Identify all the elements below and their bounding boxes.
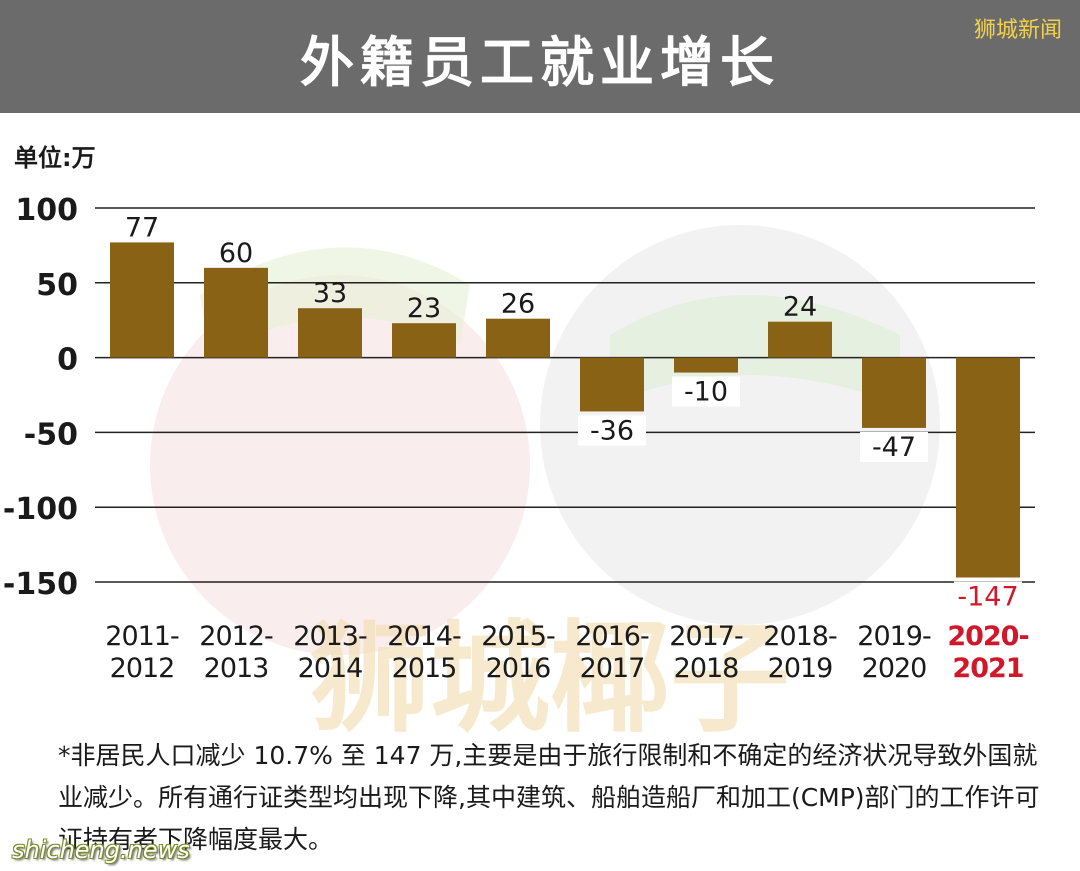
site-watermark: shicheng.news	[12, 836, 190, 864]
x-tick-label: 2014	[298, 653, 363, 684]
x-tick-label: 2013	[204, 653, 269, 684]
data-label: -10	[684, 377, 728, 408]
x-tick-label: 2021	[952, 653, 1023, 684]
bar-chart: 100 50 0 -50 -100 -150 77 60 33 23 26 -36 -10 24 -47 -…	[3, 193, 1035, 684]
data-label: 26	[501, 289, 535, 320]
data-label-bg	[954, 581, 1022, 612]
data-label: -147	[957, 582, 1018, 613]
data-label: 60	[219, 238, 253, 269]
x-tick-label: 2012-	[199, 621, 273, 652]
bar	[298, 308, 362, 358]
y-tick-label: -100	[3, 492, 78, 527]
unit-label: 单位:万	[14, 144, 96, 172]
x-tick-label: 2016	[486, 653, 551, 684]
x-tick-label: 2018-	[763, 621, 837, 652]
x-tick-label: 2015-	[481, 621, 555, 652]
brand-label: 狮城新闻	[973, 18, 1062, 43]
bar	[956, 357, 1020, 578]
data-label-bg	[860, 431, 928, 462]
y-tick-label: -50	[24, 417, 78, 452]
watermark-text: 狮城椰子	[310, 610, 790, 745]
bar	[486, 318, 550, 358]
data-label: -36	[590, 415, 634, 446]
x-tick-label: 2016-	[575, 621, 649, 652]
x-tick-label: 2011-	[105, 621, 179, 652]
bar	[392, 323, 456, 358]
y-tick-label: 50	[36, 268, 78, 303]
x-tick-label: 2020-	[947, 621, 1028, 652]
x-tick-label: 2014-	[387, 621, 461, 652]
chart-title: 外籍员工就业增长	[300, 31, 780, 94]
data-label: -47	[872, 432, 916, 463]
bar	[204, 267, 268, 358]
y-tick-label: 0	[57, 343, 78, 378]
data-label: 33	[313, 278, 347, 309]
x-tick-label: 2020	[862, 653, 927, 684]
data-label-bg	[672, 376, 740, 407]
data-label: 24	[783, 292, 817, 323]
bar	[580, 357, 644, 412]
bar	[110, 242, 174, 358]
data-label: 23	[407, 293, 441, 324]
x-tick-label: 2015	[392, 653, 457, 684]
x-tick-label: 2018	[674, 653, 739, 684]
x-tick-label: 2017	[580, 653, 645, 684]
x-tick-label: 2013-	[293, 621, 367, 652]
y-tick-label: 100	[15, 193, 78, 228]
x-tick-label: 2019-	[857, 621, 931, 652]
y-tick-label: -150	[3, 567, 78, 602]
data-label-bg	[578, 415, 646, 446]
bar	[768, 321, 832, 358]
bar	[862, 357, 926, 428]
bar	[674, 357, 738, 373]
title-banner: 外籍员工就业增长 狮城新闻	[0, 0, 1080, 113]
x-tick-label: 2012	[110, 653, 175, 684]
x-tick-label: 2019	[768, 653, 833, 684]
data-label: 77	[125, 212, 159, 243]
x-tick-label: 2017-	[669, 621, 743, 652]
footnote: *非居民人口减少 10.7% 至 147 万,主要是由于旅行限制和不确定的经济状…	[58, 741, 1040, 854]
